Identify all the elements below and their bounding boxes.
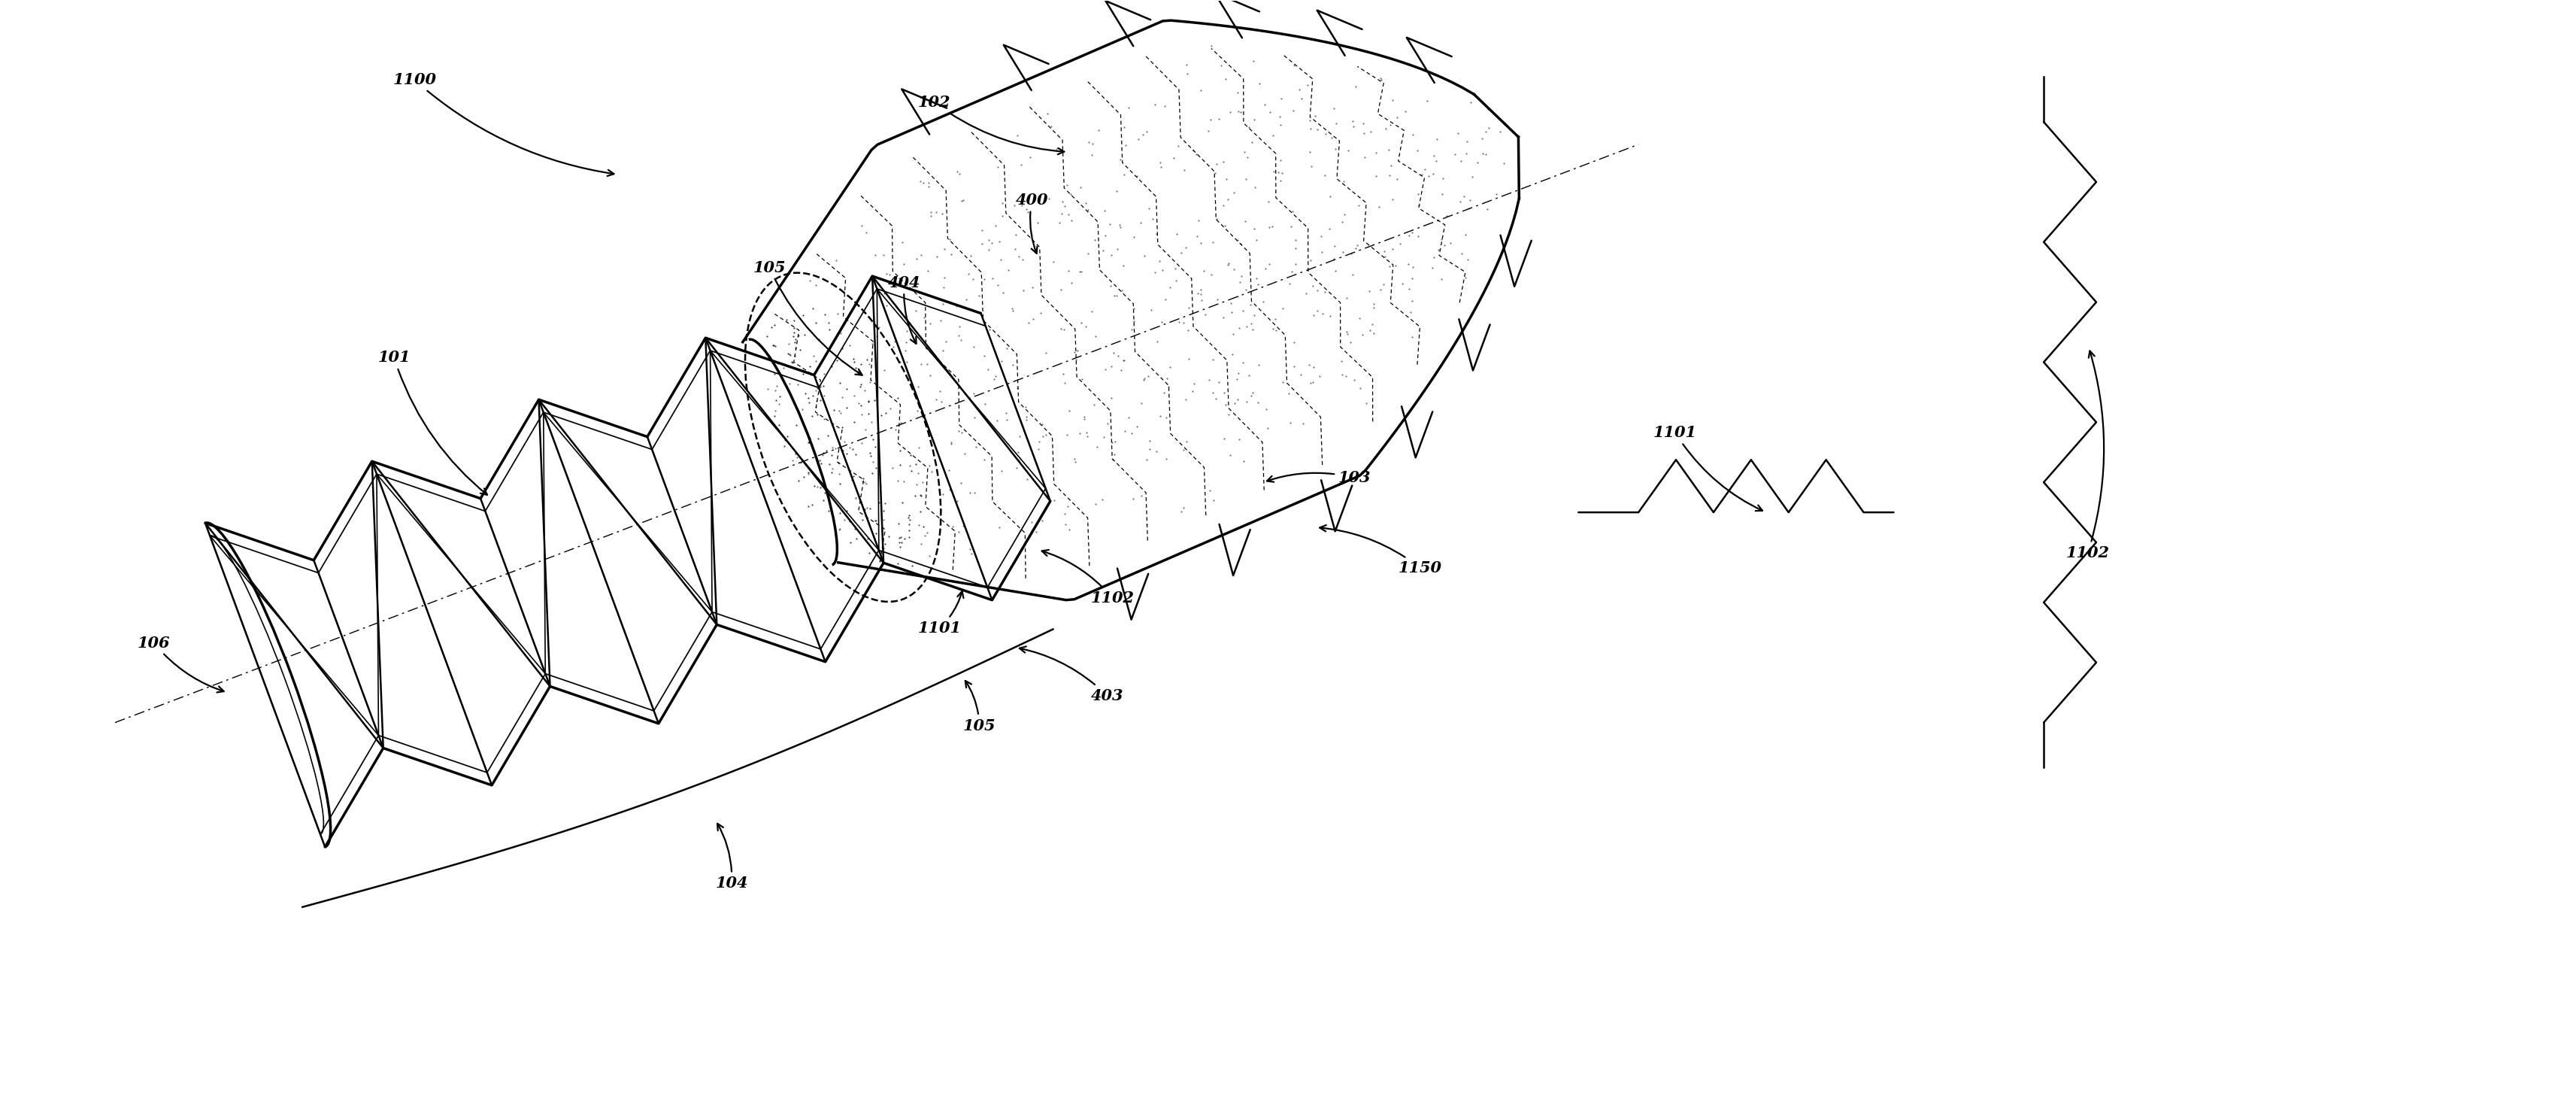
Text: 104: 104	[716, 823, 747, 891]
Text: 400: 400	[1015, 192, 1048, 254]
Text: 404: 404	[889, 275, 920, 344]
Text: 106: 106	[137, 635, 224, 692]
Text: 1101: 1101	[917, 591, 963, 635]
Text: 1100: 1100	[392, 73, 613, 176]
Text: 103: 103	[1267, 470, 1370, 486]
Text: 102: 102	[917, 95, 1064, 154]
Text: 101: 101	[379, 351, 487, 495]
Text: 105: 105	[963, 680, 997, 733]
Text: 1101: 1101	[1654, 425, 1762, 511]
Text: 403: 403	[1020, 646, 1123, 703]
Text: 105: 105	[752, 260, 863, 375]
Text: 1102: 1102	[1041, 550, 1133, 606]
Text: 1102: 1102	[2066, 351, 2110, 560]
Text: 1150: 1150	[1319, 525, 1443, 576]
